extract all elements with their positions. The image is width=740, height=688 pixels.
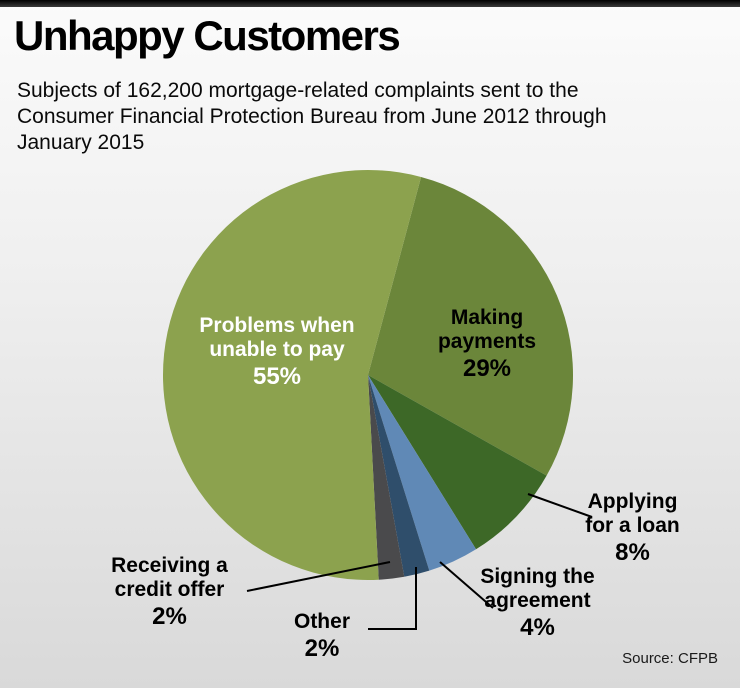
label-problems-when-unable-to-pay: Problems when unable to pay 55% bbox=[157, 314, 397, 389]
leader-line-other bbox=[368, 567, 417, 630]
label-line: Signing the bbox=[480, 565, 595, 588]
label-pct: 8% bbox=[615, 539, 650, 566]
page-title: Unhappy Customers bbox=[14, 12, 401, 59]
subtitle-line-2: Consumer Financial Protection Bureau fro… bbox=[17, 105, 607, 128]
label-line: Other bbox=[293, 610, 350, 633]
leader-line-signing-the-agreement bbox=[439, 561, 494, 609]
label-line: Receiving a bbox=[111, 554, 228, 577]
pie-slice-receiving-a-credit-offer bbox=[368, 375, 405, 580]
pie-slice-problems-when-unable-to-pay bbox=[162, 170, 422, 581]
label-making-payments: Making payments 29% bbox=[402, 306, 572, 381]
top-accent-bar bbox=[0, 0, 740, 7]
label-line: Making bbox=[450, 306, 524, 329]
label-pct: 2% bbox=[152, 603, 187, 630]
label-line: payments bbox=[437, 330, 537, 353]
pie-slice-making-payments bbox=[368, 176, 574, 476]
leader-line-receiving-a-credit-offer bbox=[246, 561, 391, 592]
label-line: credit offer bbox=[114, 578, 225, 601]
label-line: Applying bbox=[587, 490, 678, 513]
label-pct: 2% bbox=[304, 635, 340, 662]
label-pct: 4% bbox=[520, 614, 555, 641]
leader-line-applying-for-a-loan bbox=[527, 493, 593, 518]
leader-lines bbox=[246, 493, 593, 630]
pie-slice-other bbox=[368, 375, 430, 577]
subtitle-line-1: Subjects of 162,200 mortgage-related com… bbox=[17, 79, 579, 102]
label-other: Other 2% bbox=[277, 610, 367, 661]
subtitle-line-3: January 2015 bbox=[17, 131, 145, 154]
pie-slices-group bbox=[162, 170, 574, 581]
label-line: agreement bbox=[484, 589, 591, 612]
label-applying-for-a-loan: Applying for a loan 8% bbox=[565, 490, 700, 565]
subtitle: Subjects of 162,200 mortgage-related com… bbox=[17, 78, 707, 156]
label-receiving-a-credit-offer: Receiving a credit offer 2% bbox=[92, 554, 247, 629]
label-line: for a loan bbox=[585, 514, 680, 537]
pie-slice-signing-the-agreement bbox=[368, 375, 477, 571]
pie-slice-applying-for-a-loan bbox=[368, 375, 547, 550]
label-pct: 55% bbox=[252, 363, 302, 390]
label-line: unable to pay bbox=[209, 338, 345, 361]
source-text: Source: CFPB bbox=[622, 650, 718, 667]
label-pct: 29% bbox=[462, 355, 512, 382]
label-signing-the-agreement: Signing the agreement 4% bbox=[460, 565, 615, 640]
label-line: Problems when bbox=[199, 314, 355, 337]
